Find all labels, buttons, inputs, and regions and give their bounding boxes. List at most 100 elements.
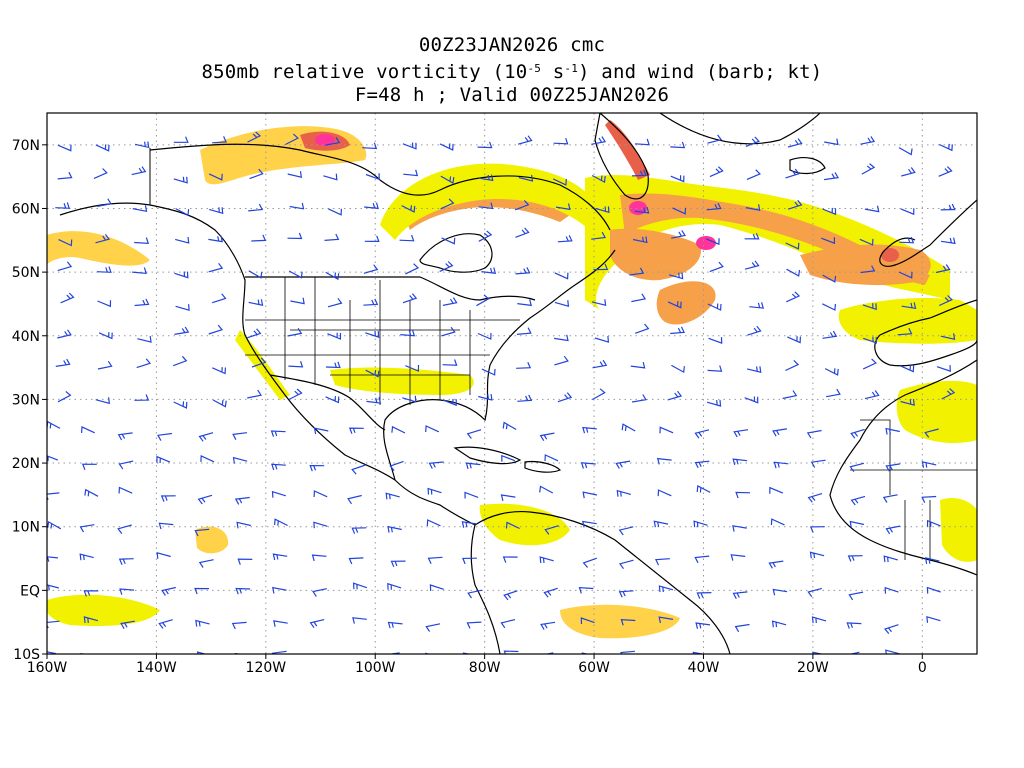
wind-barb (208, 235, 223, 243)
wind-barb (621, 423, 636, 432)
wind-barb (658, 616, 674, 624)
wind-barb (55, 202, 71, 209)
wind-barb (859, 238, 874, 246)
wind-barb (514, 199, 530, 211)
wind-barb (517, 135, 533, 145)
wind-barb (290, 297, 305, 305)
wind-barb (705, 238, 720, 246)
wind-barb (582, 557, 598, 568)
wind-barb (582, 491, 598, 499)
wind-barb (924, 428, 939, 438)
wind-barb (809, 551, 825, 559)
x-tick-label: 140W (136, 660, 177, 676)
wind-barb (543, 587, 558, 598)
wind-barb (464, 491, 479, 499)
wind-barb (862, 358, 877, 370)
wind-barb (232, 456, 248, 464)
wind-barb (940, 203, 956, 211)
wind-barb (427, 487, 442, 495)
vorticity-gulf-coast (330, 367, 474, 395)
wind-barb (158, 619, 173, 629)
vorticity-tropical-pacific-blob (195, 526, 229, 554)
wind-barb (287, 327, 303, 337)
wind-barb (707, 365, 723, 372)
coast-hispaniola (524, 460, 562, 473)
wind-barb (634, 323, 650, 334)
wind-barb (901, 302, 917, 310)
wind-barb (632, 236, 648, 244)
wind-barb (592, 359, 608, 369)
wind-barb (365, 369, 380, 378)
wind-barb (555, 203, 571, 211)
wind-barb (935, 264, 951, 274)
wind-barb (670, 326, 686, 335)
wind-barb (591, 174, 606, 184)
wind-barb (387, 621, 403, 629)
wind-barb (426, 519, 441, 527)
wind-barb (746, 169, 761, 180)
wind-barb (476, 294, 490, 307)
wind-barb (615, 460, 631, 469)
wind-barb (630, 361, 646, 369)
wind-barb (847, 555, 863, 562)
wind-barb (806, 429, 822, 439)
wind-barb (467, 589, 483, 599)
wind-barb (272, 586, 287, 594)
wind-barb (694, 555, 710, 564)
wind-barb (200, 454, 215, 463)
wind-barb (581, 652, 589, 654)
coast-iberia (874, 299, 977, 367)
wind-barb (696, 485, 711, 493)
wind-barb (134, 394, 150, 401)
wind-barb (441, 237, 456, 245)
wind-barb (83, 590, 99, 597)
wind-barb (787, 336, 801, 344)
wind-barb (785, 359, 800, 372)
wind-barb (824, 368, 839, 376)
wind-barb (287, 232, 303, 240)
wind-barb (57, 144, 72, 152)
wind-barb (348, 427, 364, 434)
wind-barb (248, 270, 263, 279)
wind-barb (401, 205, 416, 213)
wind-barb (746, 366, 762, 373)
coast-north-america-west (59, 202, 476, 526)
vorticity-greenland-east (605, 120, 650, 180)
wind-barb (442, 398, 457, 407)
map-title: 00Z23JAN2026 cmc 850mb relative vorticit… (0, 34, 1024, 107)
wind-barb (351, 527, 367, 534)
border-us-mexico (269, 374, 386, 431)
wind-barb (57, 261, 73, 272)
wind-barb (885, 427, 900, 435)
wind-barb (745, 136, 760, 147)
wind-barb (231, 621, 247, 630)
wind-barb (97, 300, 112, 308)
wind-barb (271, 650, 287, 654)
wind-barb (770, 518, 785, 526)
wind-barb (81, 425, 95, 434)
y-tick-label: 20N (12, 456, 40, 472)
coast-iceland (789, 157, 826, 175)
wind-barb (477, 332, 492, 340)
wind-barb (271, 490, 286, 498)
wind-barb (478, 394, 493, 401)
wind-barb (500, 619, 516, 629)
wind-barb (403, 169, 419, 177)
wind-barb (824, 172, 839, 181)
wind-barb (195, 619, 210, 627)
wind-barb (695, 622, 711, 629)
wind-barb (97, 360, 113, 370)
wind-barb (160, 495, 176, 502)
wind-barb (98, 332, 113, 340)
wind-barb (709, 261, 724, 273)
wind-barb (247, 389, 262, 399)
wind-barb (288, 388, 303, 400)
wind-barb (236, 521, 251, 529)
x-axis-ticks: 160W 140W 120W 100W 80W 60W 40W 20W 0 (27, 654, 927, 676)
wind-barb (540, 621, 556, 630)
wind-barb (732, 525, 747, 532)
wind-barb (312, 588, 327, 597)
wind-barb (429, 584, 444, 592)
wind-barb (156, 551, 171, 559)
